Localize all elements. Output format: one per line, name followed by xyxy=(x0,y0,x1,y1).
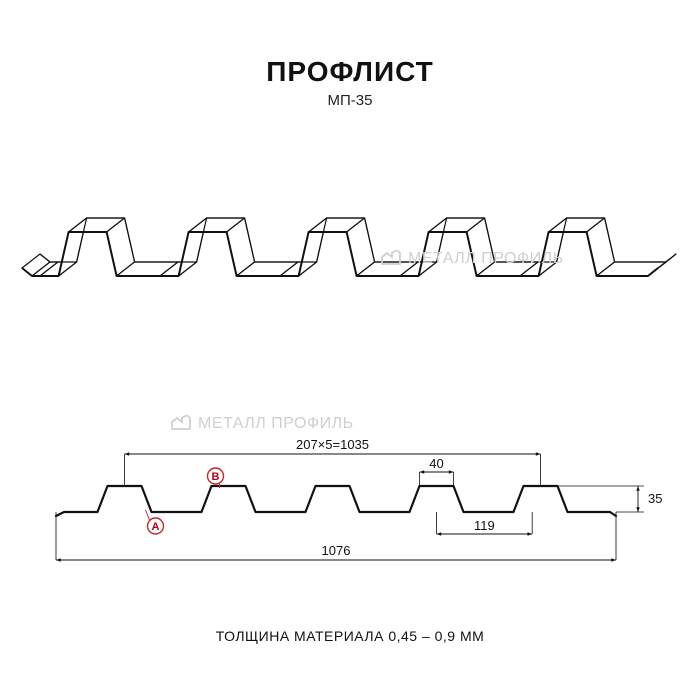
svg-text:1076: 1076 xyxy=(322,543,351,558)
isometric-profile xyxy=(0,180,700,310)
svg-text:B: B xyxy=(212,471,220,483)
material-thickness-note: ТОЛЩИНА МАТЕРИАЛА 0,45 – 0,9 ММ xyxy=(0,628,700,644)
svg-text:40: 40 xyxy=(429,456,443,471)
svg-text:119: 119 xyxy=(474,518,495,533)
page-title: ПРОФЛИСТ xyxy=(0,56,700,88)
technical-drawing: 207×5=1035 40 35 119 1076 A B xyxy=(0,400,700,580)
svg-text:207×5=1035: 207×5=1035 xyxy=(296,437,369,452)
svg-text:A: A xyxy=(152,521,160,533)
page-subtitle: МП-35 xyxy=(0,92,700,109)
svg-text:35: 35 xyxy=(648,491,662,506)
header: ПРОФЛИСТ МП-35 xyxy=(0,0,700,109)
